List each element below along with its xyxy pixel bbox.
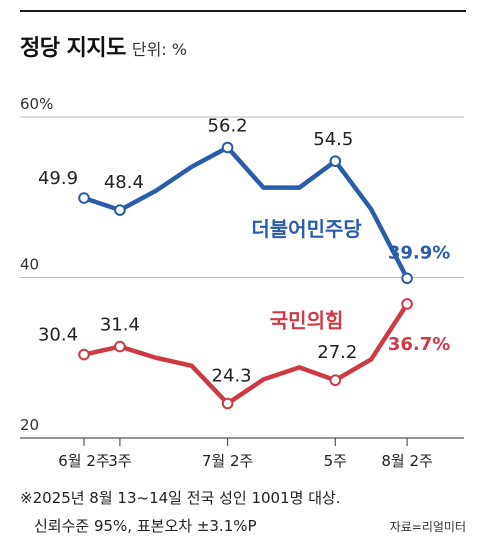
- data-label: 49.9: [38, 168, 78, 189]
- data-point: [78, 192, 90, 204]
- chart-header: 정당 지지도 단위: %: [20, 30, 187, 62]
- data-label: 30.4: [38, 325, 78, 346]
- series-line-1: [83, 302, 409, 407]
- x-tick-label: 3주: [108, 452, 131, 470]
- source-label: 자료=리얼미터: [389, 520, 466, 534]
- data-point: [401, 298, 413, 310]
- data-point: [401, 272, 413, 285]
- data-point: [221, 141, 234, 154]
- x-tick-label: 7월 2주: [202, 452, 253, 470]
- data-label: 39.9%: [388, 242, 450, 263]
- footnote-survey: ※2025년 8월 13~14일 전국 성인 1001명 대상.: [20, 489, 341, 507]
- data-label: 48.4: [104, 172, 144, 193]
- data-label: 56.2: [208, 115, 248, 136]
- top-rule: [20, 10, 466, 12]
- x-tick-label: 6월 2주: [58, 452, 109, 470]
- footnote-margin: 신뢰수준 95%, 표본오차 ±3.1%P: [34, 517, 257, 535]
- data-point: [221, 397, 234, 410]
- data-point: [114, 340, 126, 353]
- data-point: [78, 348, 90, 361]
- y-tick-label: 20: [20, 416, 39, 434]
- series-line-0: [83, 144, 410, 280]
- series-name-label: 더불어민주당: [251, 217, 362, 241]
- x-tick-label: 8월 2주: [381, 452, 432, 470]
- unit-label: 단위: %: [131, 40, 187, 59]
- data-label: 36.7%: [388, 334, 450, 355]
- y-tick-label: 40: [20, 256, 39, 274]
- y-tick-label: 60%: [20, 95, 53, 113]
- data-point: [329, 155, 342, 167]
- series-name-label: 국민의힘: [270, 308, 344, 332]
- data-label: 31.4: [100, 315, 140, 336]
- data-point: [329, 374, 342, 387]
- data-label: 54.5: [313, 129, 353, 150]
- x-tick-label: 5주: [324, 452, 347, 470]
- data-label: 27.2: [317, 342, 357, 363]
- data-label: 24.3: [212, 365, 252, 386]
- data-point: [114, 204, 126, 216]
- chart-title: 정당 지지도: [20, 36, 126, 61]
